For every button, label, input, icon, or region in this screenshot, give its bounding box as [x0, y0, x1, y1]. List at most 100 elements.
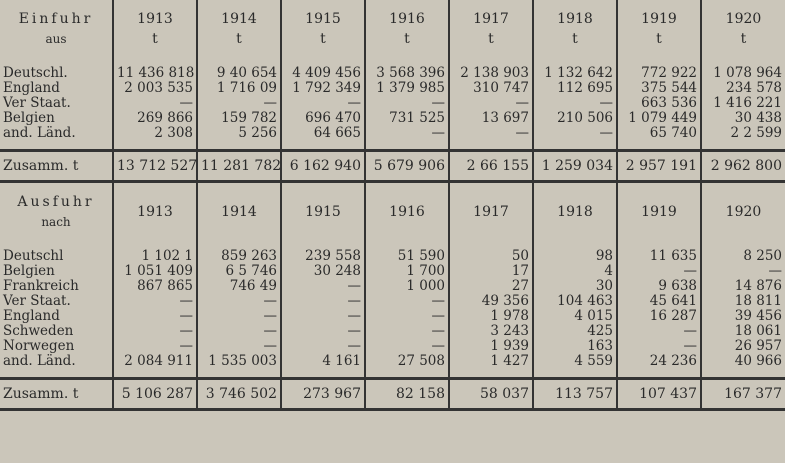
total-cell: 273 967 — [280, 377, 365, 411]
table-cell: 3 243 — [448, 324, 533, 339]
row-label: Norwegen — [3, 338, 75, 354]
year-label: 1918 — [557, 204, 593, 220]
table-cell: 1 978 — [448, 309, 533, 324]
table-cell: 2 2 599 — [700, 126, 785, 141]
unit-label: t — [404, 31, 410, 47]
year-header: 1919 — [616, 181, 701, 241]
table-row: Ver Staat. — — — —49 356 104 463 45 641 18 811 — [0, 294, 785, 309]
table-cell: 11 635 — [616, 249, 701, 264]
row-label: and. Länd. — [3, 125, 76, 141]
table-cell: 1 000 — [364, 279, 449, 294]
table-cell: 1 535 003 — [196, 354, 281, 369]
year-header: 1915 t — [280, 0, 365, 58]
table-cell: 425 — [532, 324, 617, 339]
table-cell: 3 568 396 — [364, 66, 449, 81]
table-row: Ver Staat. — — — — — —663 536 1 416 221 — [0, 96, 785, 111]
table-cell: 2 084 911 — [112, 354, 197, 369]
year-header: 1915 — [280, 181, 365, 241]
year-label: 1913 — [137, 204, 173, 220]
table-cell: — — [196, 324, 281, 339]
table-cell: — — [364, 309, 449, 324]
year-label: 1919 — [641, 204, 677, 220]
table-cell: 1 792 349 — [280, 81, 365, 96]
table-row: England — — — —1 978 4 015 16 287 39 456 — [0, 309, 785, 324]
unit-label: t — [152, 31, 158, 47]
table-cell: — — [196, 309, 281, 324]
export-heading: Ausfuhr nach — [0, 182, 113, 242]
row-label: Belgien — [3, 110, 55, 126]
table-cell: 269 866 — [112, 111, 197, 126]
table-row: Schweden — — — —3 243 425—18 061 — [0, 324, 785, 339]
table-cell: 2 003 535 — [112, 81, 197, 96]
table-cell: 14 876 — [700, 279, 785, 294]
year-label: 1917 — [473, 11, 509, 27]
table-cell: 310 747 — [448, 81, 533, 96]
table-cell: 1 079 449 — [616, 111, 701, 126]
year-label: 1919 — [641, 11, 677, 27]
table-cell: 4 409 456 — [280, 66, 365, 81]
table-row: Norwegen — — — —1 939 163—26 957 — [0, 339, 785, 354]
table-cell: 8 250 — [700, 249, 785, 264]
table-cell: — — [112, 96, 197, 111]
table-cell: 210 506 — [532, 111, 617, 126]
table-cell: 104 463 — [532, 294, 617, 309]
year-header: 1919 t — [616, 0, 701, 58]
table-cell: 163 — [532, 339, 617, 354]
total-row: Zusamm. t 13 712 527 11 281 782 6 162 940 5 … — [0, 149, 785, 183]
year-header: 1920 t — [700, 0, 785, 58]
total-cell: 58 037 — [448, 377, 533, 411]
total-cell: 1 259 034 — [532, 149, 617, 183]
table-cell: 867 865 — [112, 279, 197, 294]
table-cell: 731 525 — [364, 111, 449, 126]
table-row: Deutschl. 11 436 818 9 40 654 4 409 456 3 56… — [0, 66, 785, 81]
import-subheading: aus — [45, 32, 67, 46]
table-cell: 98 — [532, 249, 617, 264]
table-cell: — — [112, 309, 197, 324]
table-cell: 1 051 409 — [112, 264, 197, 279]
year-label: 1916 — [389, 204, 425, 220]
year-header: 1916 — [364, 181, 449, 241]
table-row: England 2 003 535 1 716 09 1 792 349 1 379 9… — [0, 81, 785, 96]
table-cell: 18 811 — [700, 294, 785, 309]
table-row: Frankreich 867 865 746 49—1 000 27 30 9 638 14… — [0, 279, 785, 294]
table-cell: 49 356 — [448, 294, 533, 309]
table-cell: 696 470 — [280, 111, 365, 126]
table-cell: 234 578 — [700, 81, 785, 96]
table-cell: 11 436 818 — [112, 66, 197, 81]
table-cell: — — [616, 324, 701, 339]
table-cell: 45 641 — [616, 294, 701, 309]
row-label: Ver Staat. — [3, 293, 71, 309]
year-header: 1918 — [532, 181, 617, 241]
table-row: and. Länd. 2 308 5 256 64 665— — —65 740 2 2 5… — [0, 126, 785, 141]
year-label: 1915 — [305, 11, 341, 27]
table-cell: — — [196, 294, 281, 309]
table-cell: 30 — [532, 279, 617, 294]
table-row: and. Länd. 2 084 911 1 535 003 4 161 27 508 1… — [0, 354, 785, 369]
export-heading-text: Ausfuhr — [17, 194, 95, 210]
unit-label: t — [320, 31, 326, 47]
unit-label: t — [236, 31, 242, 47]
table-cell: 746 49 — [196, 279, 281, 294]
total-cell: 113 757 — [532, 377, 617, 411]
year-label: 1916 — [389, 11, 425, 27]
row-label: England — [3, 308, 60, 324]
total-cell: 5 106 287 — [112, 377, 197, 411]
total-cell: 3 746 502 — [196, 377, 281, 411]
table-cell: 4 — [532, 264, 617, 279]
year-header: 1914 t — [196, 0, 281, 58]
table-cell: 1 132 642 — [532, 66, 617, 81]
table-cell: 6 5 746 — [196, 264, 281, 279]
table-cell: 18 061 — [700, 324, 785, 339]
year-header: 1917 t — [448, 0, 533, 58]
table-cell: 64 665 — [280, 126, 365, 141]
table-cell: 1 700 — [364, 264, 449, 279]
year-header: 1918 t — [532, 0, 617, 58]
table-cell: 772 922 — [616, 66, 701, 81]
table-cell: 859 263 — [196, 249, 281, 264]
year-label: 1917 — [473, 204, 509, 220]
table-cell: 9 638 — [616, 279, 701, 294]
table-cell: — — [280, 96, 365, 111]
table-cell: — — [112, 324, 197, 339]
total-cell: 13 712 527 — [112, 149, 197, 183]
table-cell: 1 416 221 — [700, 96, 785, 111]
